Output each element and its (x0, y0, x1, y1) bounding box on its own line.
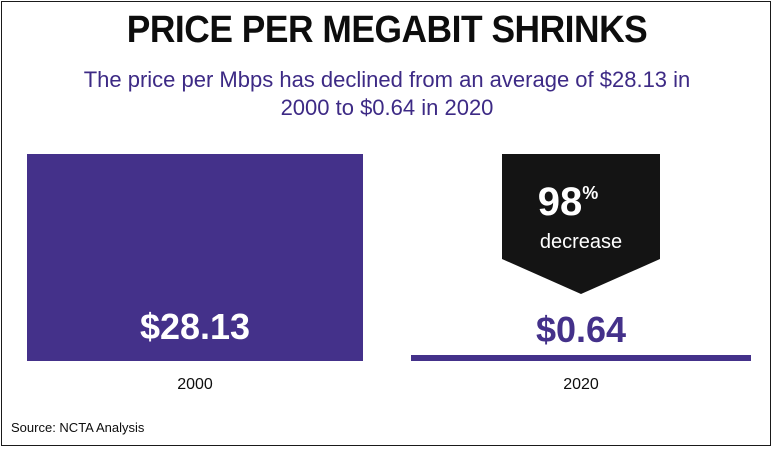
category-label-2020: 2020 (563, 376, 599, 393)
source-note: Source: NCTA Analysis (11, 420, 145, 435)
value-label-2020: $0.64 (536, 309, 626, 350)
bar-2000 (27, 154, 363, 361)
callout-percent-symbol: % (582, 183, 598, 203)
value-label-2000: $28.13 (140, 306, 250, 347)
callout-text: decrease (540, 231, 622, 253)
category-label-2000: 2000 (177, 376, 213, 393)
bar-2020 (411, 355, 751, 361)
callout-percent: 98% (538, 180, 599, 224)
chart-subtitle: The price per Mbps has declined from an … (83, 67, 691, 120)
decrease-callout: 98% decrease (502, 154, 660, 294)
callout-arrow-shape (502, 154, 660, 294)
chart-title: PRICE PER MEGABIT SHRINKS (126, 9, 648, 51)
callout-percent-number: 98 (538, 180, 583, 224)
